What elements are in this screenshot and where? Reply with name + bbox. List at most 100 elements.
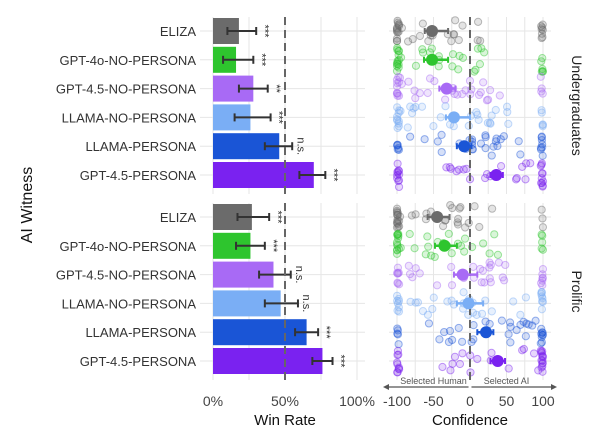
data-point xyxy=(458,21,467,30)
data-point xyxy=(537,244,546,253)
data-point xyxy=(429,122,438,131)
data-point xyxy=(392,291,402,300)
data-point xyxy=(538,89,547,98)
data-point xyxy=(454,214,463,223)
data-point xyxy=(462,164,471,173)
data-point xyxy=(455,51,464,60)
data-point xyxy=(538,347,547,356)
data-point xyxy=(498,273,507,282)
data-point xyxy=(418,307,428,316)
data-point xyxy=(392,249,402,258)
data-point xyxy=(394,229,403,238)
data-point xyxy=(514,137,523,146)
significance-label: n.s. xyxy=(300,295,312,313)
data-point xyxy=(477,309,487,318)
data-point xyxy=(404,77,413,86)
data-point xyxy=(478,266,487,275)
data-point xyxy=(393,79,402,88)
data-point xyxy=(395,20,404,29)
mean-point xyxy=(431,211,444,223)
data-point xyxy=(392,115,402,124)
data-point xyxy=(395,170,404,179)
data-point xyxy=(392,238,402,247)
data-point xyxy=(449,30,459,39)
data-point xyxy=(392,59,402,68)
data-point xyxy=(392,89,402,98)
data-point xyxy=(538,274,547,283)
data-point xyxy=(459,165,468,174)
data-point xyxy=(393,350,402,360)
data-point xyxy=(393,230,402,240)
data-point xyxy=(393,140,402,149)
data-point xyxy=(397,23,407,33)
data-point xyxy=(473,44,483,53)
data-point xyxy=(415,31,425,41)
data-point xyxy=(491,137,500,146)
data-point xyxy=(481,173,490,183)
data-point xyxy=(443,297,452,306)
data-point xyxy=(393,168,402,177)
data-point xyxy=(393,268,402,277)
data-point xyxy=(497,161,506,171)
data-point xyxy=(537,87,546,96)
data-point xyxy=(406,297,415,306)
data-point xyxy=(394,294,403,304)
data-point xyxy=(486,278,495,287)
data-point xyxy=(445,326,455,336)
data-point xyxy=(538,169,547,178)
data-point xyxy=(393,89,402,98)
data-point xyxy=(404,261,413,270)
data-point xyxy=(536,143,546,152)
data-point xyxy=(518,162,527,171)
data-point xyxy=(537,57,546,66)
data-point xyxy=(536,145,546,154)
data-point xyxy=(394,364,403,373)
data-point xyxy=(447,249,456,258)
data-point xyxy=(537,29,547,38)
data-point xyxy=(519,317,528,326)
data-point xyxy=(448,62,457,71)
data-point xyxy=(393,368,402,377)
data-point xyxy=(418,48,428,57)
data-point xyxy=(455,204,464,213)
data-point xyxy=(393,234,403,243)
data-point xyxy=(537,22,546,31)
category-label: ELIZA xyxy=(160,24,196,39)
data-point xyxy=(420,135,429,144)
data-point xyxy=(537,106,546,115)
data-point xyxy=(454,323,463,333)
data-point xyxy=(394,166,403,175)
data-point xyxy=(538,362,547,371)
data-point xyxy=(393,208,402,217)
data-point xyxy=(538,367,547,376)
data-point xyxy=(538,264,548,274)
data-point xyxy=(537,289,546,298)
data-point xyxy=(470,202,479,211)
data-point xyxy=(481,132,490,142)
data-point xyxy=(538,330,548,339)
data-point xyxy=(429,293,438,302)
data-point xyxy=(538,351,547,360)
data-point xyxy=(537,356,546,365)
data-point xyxy=(453,220,463,229)
category-label: GPT-4o-NO-PERSONA xyxy=(59,239,196,254)
data-point xyxy=(433,137,442,146)
data-point xyxy=(538,64,547,74)
data-point xyxy=(393,279,402,288)
data-point xyxy=(393,145,402,154)
data-point xyxy=(395,280,404,289)
data-point xyxy=(397,79,406,89)
data-point xyxy=(450,352,460,361)
data-point xyxy=(394,50,403,59)
data-point xyxy=(393,43,402,53)
data-point xyxy=(538,33,547,42)
data-point xyxy=(538,214,547,223)
data-point xyxy=(528,321,537,330)
data-point xyxy=(460,247,469,256)
data-point xyxy=(392,89,402,98)
data-point xyxy=(392,245,402,254)
data-point xyxy=(538,122,547,131)
data-point xyxy=(394,244,404,253)
mean-point xyxy=(426,53,439,66)
data-point xyxy=(485,249,494,258)
